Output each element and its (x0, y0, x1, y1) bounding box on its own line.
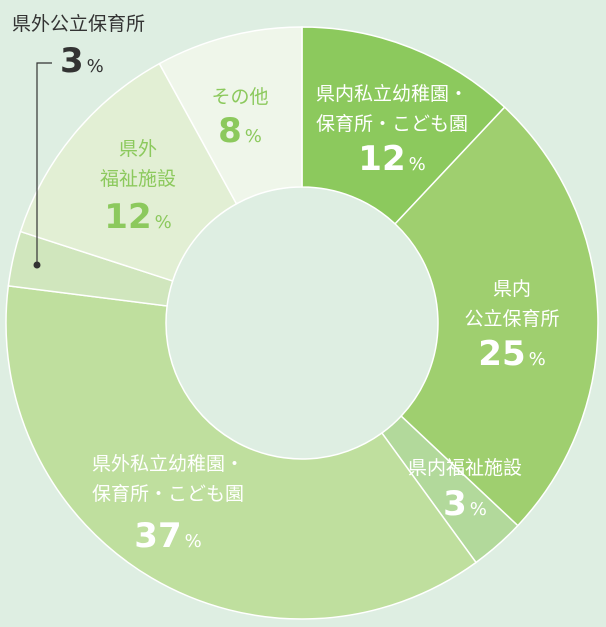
slice-value-label: 3% (443, 484, 487, 524)
slice-value-label: 25% (478, 334, 545, 374)
slice-label-text: 保育所・こども園 (92, 483, 244, 505)
slice-value-label: 8% (218, 111, 262, 151)
slice-label-text: 県内 (493, 278, 531, 300)
callout-dot (33, 261, 41, 269)
slice-label-text: その他 (211, 86, 268, 108)
slice-label-3: 県内福祉施設 3% (408, 457, 522, 524)
callout-line (36, 62, 52, 265)
slice-label-text: 県内福祉施設 (408, 457, 522, 479)
slice-label-text: 公立保育所 (464, 308, 559, 330)
slice-label-1: 県内私立幼稚園・保育所・こども園 12% (316, 83, 468, 179)
slice-value-label: 12% (104, 197, 171, 237)
slice-label-7: その他 8% (211, 86, 268, 151)
donut-slice-2 (394, 106, 599, 527)
donut-slice-7 (158, 26, 303, 205)
donut-slice-6 (19, 62, 238, 282)
slice-label-text: 県外私立幼稚園・ (92, 453, 244, 475)
slice-value-label: 12% (358, 139, 425, 179)
slice-label-text: 県内私立幼稚園・ (316, 83, 468, 105)
slice-label-5: 県外公立保育所 3% (12, 13, 145, 81)
slice-label-text: 県外 (119, 138, 157, 160)
slice-value-label: 37% (134, 516, 201, 556)
slice-label-text: 保育所・こども園 (316, 113, 468, 135)
slice-label-text: 福祉施設 (100, 168, 176, 190)
donut-slice-1 (301, 26, 506, 225)
donut-slice-4 (5, 285, 478, 620)
slice-label-4: 県外私立幼稚園・保育所・こども園 37% (92, 453, 244, 556)
slice-value-label: 3% (60, 41, 104, 81)
slice-label-text: 県外公立保育所 (12, 13, 145, 35)
